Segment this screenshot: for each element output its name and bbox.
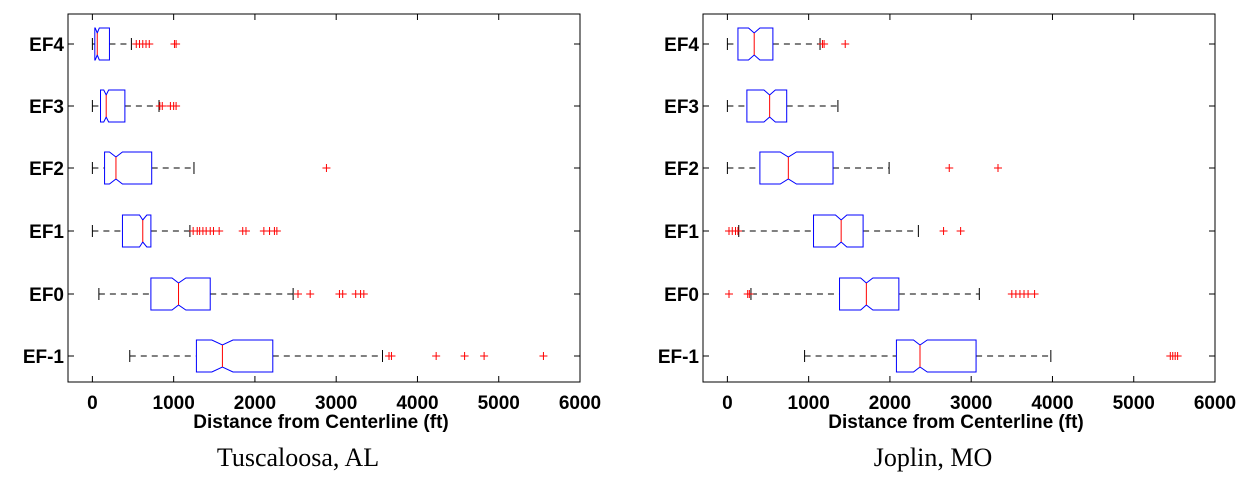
caption-joplin: Joplin, MO [873,443,993,472]
x-axis-label: Distance from Centerline (ft) [193,412,448,433]
outlier-marker [306,290,315,298]
box-body [150,277,211,311]
outlier-marker [241,227,250,235]
box-body [104,151,153,185]
outlier-marker [745,290,754,298]
box-EF2: EF2 [29,151,580,185]
outlier-marker [1030,290,1039,298]
box-EF3: EF3 [664,89,1215,123]
box-EF-1: EF-1 [23,339,580,373]
outlier-marker [820,40,829,48]
y-tick-label: EF4 [664,35,699,56]
x-tick-label: 2000 [234,393,276,414]
box-body [100,89,126,123]
outlier-marker [322,164,331,172]
outlier-marker [359,290,368,298]
box-body [195,339,274,373]
box-EF0: EF0 [664,277,1215,311]
y-tick-label: EF4 [29,35,64,56]
x-tick-label: 4000 [1031,393,1073,414]
outlier-marker [215,227,224,235]
outlier-marker [994,164,1003,172]
y-tick-label: EF0 [664,285,699,306]
outlier-marker [432,352,441,360]
outlier-marker [172,40,181,48]
outlier-marker [145,40,154,48]
outlier-marker [939,227,948,235]
x-tick-label: 6000 [559,393,601,414]
y-tick-label: EF3 [29,97,64,118]
y-tick-label: EF0 [29,285,64,306]
outlier-marker [158,102,167,110]
box-body [737,27,774,61]
x-tick-label: 4000 [396,393,438,414]
y-tick-label: EF1 [29,222,64,243]
box-body [94,27,110,61]
outlier-marker [387,352,396,360]
x-tick-label: 6000 [1194,393,1236,414]
outlier-marker [733,227,742,235]
outlier-marker [338,290,347,298]
chart-panel-0: 0 1000 2000 3000 4000 5000 6000 Distance from C… [23,13,601,433]
outlier-marker [956,227,965,235]
box-body [895,339,977,373]
box-body [121,214,152,248]
x-tick-label: 1000 [153,393,195,414]
x-tick-label: 0 [722,393,733,414]
outlier-marker [172,102,181,110]
x-tick-label: 3000 [950,393,992,414]
box-EF0: EF0 [29,277,580,311]
outlier-marker [272,227,281,235]
y-tick-label: EF-1 [658,347,700,368]
plot-frame [702,13,1216,383]
box-body [759,151,834,185]
box-EF2: EF2 [664,151,1215,185]
y-tick-label: EF2 [29,159,64,180]
outlier-marker [1173,352,1182,360]
y-tick-label: EF2 [664,159,699,180]
box-EF4: EF4 [664,27,1215,61]
outlier-marker [841,40,850,48]
caption-tuscaloosa: Tuscaloosa, AL [216,443,380,472]
y-tick-label: EF1 [664,222,699,243]
x-tick-label: 1000 [788,393,830,414]
outlier-marker [293,290,302,298]
outlier-marker [725,290,734,298]
x-tick-label: 2000 [869,393,911,414]
box-EF1: EF1 [664,214,1215,248]
outlier-marker [539,352,548,360]
y-tick-label: EF3 [664,97,699,118]
x-axis-label: Distance from Centerline (ft) [828,412,1083,433]
outlier-marker [480,352,489,360]
box-EF1: EF1 [29,214,580,248]
box-body [746,89,788,123]
chart-panel-1: 0 1000 2000 3000 4000 5000 6000 Distance from C… [658,13,1236,433]
plot-frame [67,13,581,383]
x-tick-label: 5000 [478,393,520,414]
x-tick-label: 0 [87,393,98,414]
box-EF4: EF4 [29,27,580,61]
outlier-marker [460,352,469,360]
box-body [839,277,900,311]
x-tick-label: 5000 [1113,393,1155,414]
x-tick-label: 3000 [315,393,357,414]
box-EF-1: EF-1 [658,339,1215,373]
y-tick-label: EF-1 [23,347,65,368]
box-EF3: EF3 [29,89,580,123]
box-body [813,214,864,248]
outlier-marker [945,164,954,172]
